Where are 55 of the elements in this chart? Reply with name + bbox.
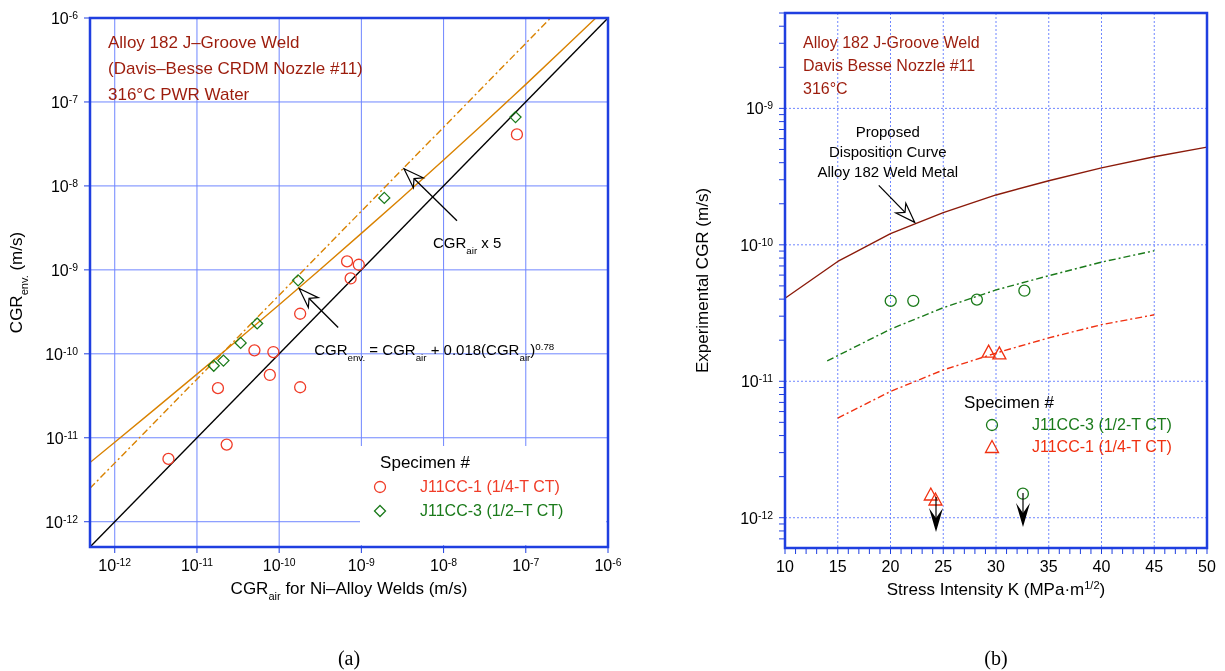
x-tick-label: 45 — [1145, 558, 1164, 575]
point — [992, 346, 1007, 360]
legend-title: Specimen # — [964, 393, 1055, 412]
point — [907, 294, 920, 307]
y-tick-label: 10$^{-9}$ — [745, 99, 774, 118]
y-tick-label: 10$^{-10}$ — [740, 236, 774, 254]
y-tick-label: 10$^{-11}$ — [740, 372, 774, 391]
annotation: CGR$_{air}$ x 5 — [433, 233, 502, 256]
legend-title: Specimen # — [380, 453, 471, 472]
x-tick-label: 25 — [934, 558, 953, 575]
x-tick-label: 10$^{-12}$ — [98, 556, 132, 574]
y-tick-label: 10$^{-9}$ — [50, 261, 79, 279]
y-tick-label: 10$^{-12}$ — [45, 513, 79, 531]
y-tick-label: 10$^{-12}$ — [740, 509, 774, 527]
x-tick-label: 10$^{-9}$ — [347, 556, 376, 574]
point — [970, 293, 984, 306]
y-tick-label: 10$^{-11}$ — [45, 429, 79, 447]
x-tick-label: 10$^{-6}$ — [594, 556, 622, 574]
x-tick-label: 10$^{-11}$ — [180, 556, 214, 574]
x-tick-label: 15 — [828, 558, 847, 575]
y-tick-label: 10$^{-8}$ — [50, 177, 79, 195]
legend-label: J11CC-3 (1/2-T CT) — [1032, 416, 1172, 433]
x-tick-label: 35 — [1039, 558, 1058, 575]
line-series — [837, 314, 1155, 419]
annotation: Proposed Disposition Curve Alloy 182 Weld Metal — [817, 123, 959, 181]
y-axis-title: Experimental CGR (m/s) — [693, 187, 712, 374]
x-tick-label: 30 — [987, 558, 1005, 575]
legend-label: J11CC-1 (1/4-T CT) — [420, 478, 560, 495]
legend-label: J11CC-3 (1/2–T CT) — [420, 502, 564, 519]
x-tick-label: 10$^{-10}$ — [262, 556, 296, 574]
x-tick-label: 10$^{-7}$ — [512, 556, 540, 574]
text: (b) — [984, 647, 1008, 670]
point — [923, 487, 938, 501]
point — [1018, 284, 1031, 297]
point — [981, 344, 996, 358]
annotation: CGR$_{env.}$ = CGR$_{air}$ + 0.018(CGR$_{air}$)$^{0.78}$ — [314, 340, 555, 363]
legend-label: J11CC-1 (1/4-T CT) — [1032, 438, 1172, 455]
x-axis-title: Stress Intensity K (MPa·m$^{1/2}$) — [886, 579, 1106, 599]
x-axis-title: CGR$_{air}$ for Ni–Alloy Welds (m/s) — [230, 579, 468, 602]
y-tick-label: 10$^{-10}$ — [45, 345, 79, 363]
x-tick-label: 50 — [1198, 558, 1216, 575]
point — [928, 492, 943, 506]
x-tick-label: 10$^{-8}$ — [430, 556, 458, 574]
line-series — [785, 146, 1207, 299]
x-tick-label: 20 — [881, 558, 900, 575]
line-series — [826, 250, 1155, 362]
x-tick-label: 40 — [1092, 558, 1111, 575]
y-tick-label: 10$^{-7}$ — [50, 93, 79, 111]
point — [1016, 487, 1030, 500]
point — [884, 294, 897, 308]
text: Alloy 182 J-Groove Weld Davis Besse Nozzle #11 316°C — [803, 34, 980, 97]
text: (a) — [337, 647, 361, 670]
x-tick-label: 10 — [776, 558, 794, 575]
text: Alloy 182 J–Groove Weld (Davis–Besse CRDM Nozzle #11) 316°C PWR Water — [108, 33, 363, 104]
y-tick-label: 10$^{-6}$ — [50, 9, 79, 27]
